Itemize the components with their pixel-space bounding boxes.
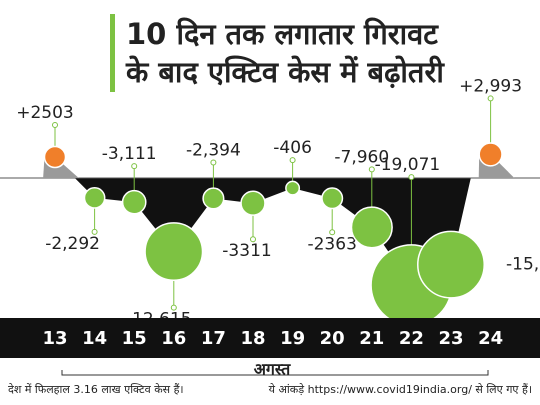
bubble: [144, 222, 204, 282]
bubble: [83, 187, 106, 209]
stem-dot: [170, 304, 177, 311]
value-label: -2,394: [186, 140, 241, 160]
x-tick-label: 20: [320, 328, 345, 349]
title-bar: [110, 14, 115, 92]
value-label: -19,071: [375, 155, 441, 175]
bubble: [121, 189, 147, 215]
chart-title: के बाद एक्टिव केस में बढ़ोतरी: [125, 55, 445, 89]
bubble: [417, 230, 485, 299]
x-tick-label: 15: [122, 328, 147, 349]
x-tick-label: 13: [42, 328, 67, 349]
stem-dot: [487, 95, 494, 102]
stem-dot: [289, 157, 296, 164]
x-tick-label: 23: [438, 328, 463, 349]
value-label: +2503: [16, 103, 74, 123]
bubble: [478, 142, 503, 167]
bubble: [350, 206, 393, 249]
stem-dot: [368, 166, 375, 173]
x-tick-label: 14: [82, 328, 107, 349]
bracket: [61, 370, 489, 376]
chart-title: 10 दिन तक लगातार गिरावट: [126, 17, 439, 51]
bubble: [321, 187, 344, 210]
value-label: -2,292: [45, 234, 100, 254]
x-tick-label: 21: [359, 328, 384, 349]
bubble: [202, 187, 225, 210]
stem-dot: [250, 236, 256, 243]
bubble: [285, 180, 301, 196]
x-tick-label: 19: [280, 328, 305, 349]
value-label: -3,111: [102, 144, 157, 164]
stem-dot: [210, 159, 217, 166]
bubble: [43, 145, 67, 169]
value-label: -2363: [307, 234, 356, 254]
value-label: -406: [273, 138, 312, 158]
value-label: -15,125: [506, 255, 540, 275]
value-label: +2,993: [459, 76, 522, 96]
x-tick-label: 16: [161, 328, 186, 349]
bubble: [240, 190, 266, 216]
stem-dot: [329, 229, 336, 236]
note: ये आंकड़े https://www.covid19india.org/ …: [269, 383, 532, 396]
x-axis-label: अगस्त: [254, 360, 291, 379]
stem-dot: [408, 174, 415, 181]
value-label: -7,960: [334, 147, 389, 167]
stem-dot: [52, 121, 58, 128]
x-tick-label: 22: [399, 328, 424, 349]
x-tick-label: 17: [201, 328, 226, 349]
stem-dot: [91, 228, 98, 235]
value-label: -3311: [222, 241, 271, 261]
note: देश में फिलहाल 3.16 लाख एक्टिव केस हैं।: [8, 383, 184, 396]
x-tick-label: 24: [478, 328, 503, 349]
x-band: [0, 318, 540, 358]
plot: +2503-2,292-3,111-12,615-2,394-3311-406-…: [0, 76, 540, 330]
x-tick-label: 18: [240, 328, 265, 349]
stem-dot: [131, 163, 138, 170]
